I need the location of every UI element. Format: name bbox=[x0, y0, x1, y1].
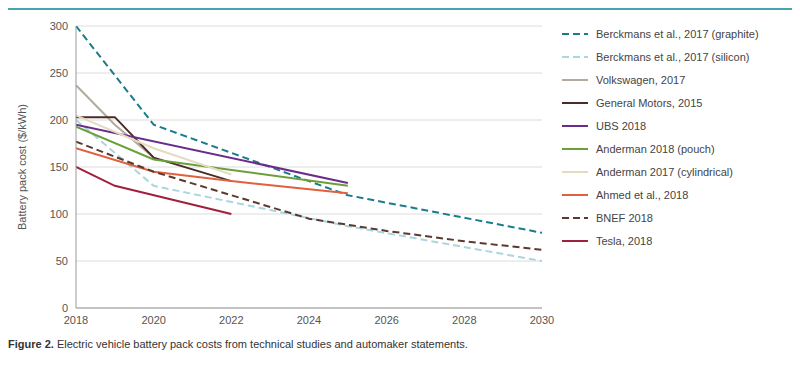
html-text:BNEF 2018: BNEF 2018 bbox=[596, 211, 653, 224]
svg-text:100: 100 bbox=[50, 208, 68, 220]
svg-text:2028: 2028 bbox=[452, 314, 476, 326]
svg-text:2030: 2030 bbox=[530, 314, 554, 326]
html-text:Ahmed et al., 2018: Ahmed et al., 2018 bbox=[596, 188, 689, 201]
svg-text:2020: 2020 bbox=[141, 314, 165, 326]
svg-text:250: 250 bbox=[50, 67, 68, 79]
svg-text:2018: 2018 bbox=[64, 314, 88, 326]
html-text:UBS 2018: UBS 2018 bbox=[596, 119, 647, 132]
html-text:Figure 2. Electric vehicle bat: Figure 2. Electric vehicle battery pack … bbox=[8, 338, 468, 350]
html-text:Berckmans et al., 2017 (graphi: Berckmans et al., 2017 (graphite) bbox=[596, 27, 759, 40]
svg-text:Battery pack cost ($/kWh): Battery pack cost ($/kWh) bbox=[16, 104, 28, 230]
svg-text:50: 50 bbox=[56, 255, 68, 267]
svg-text:2026: 2026 bbox=[374, 314, 398, 326]
svg-text:150: 150 bbox=[50, 161, 68, 173]
svg-text:2022: 2022 bbox=[219, 314, 243, 326]
html-text:Anderman 2018 (pouch): Anderman 2018 (pouch) bbox=[596, 142, 715, 155]
html-text:General Motors, 2015: General Motors, 2015 bbox=[596, 96, 703, 109]
svg-text:2024: 2024 bbox=[297, 314, 321, 326]
html-text:Anderman 2017 (cylindrical): Anderman 2017 (cylindrical) bbox=[596, 165, 733, 178]
svg-text:200: 200 bbox=[50, 114, 68, 126]
html-text:Berckmans et al., 2017 (silico: Berckmans et al., 2017 (silicon) bbox=[596, 50, 750, 63]
html-text:Tesla, 2018: Tesla, 2018 bbox=[596, 234, 653, 247]
html-text:Volkswagen, 2017: Volkswagen, 2017 bbox=[596, 73, 686, 86]
svg-text:300: 300 bbox=[50, 20, 68, 32]
svg-text:0: 0 bbox=[62, 302, 68, 314]
